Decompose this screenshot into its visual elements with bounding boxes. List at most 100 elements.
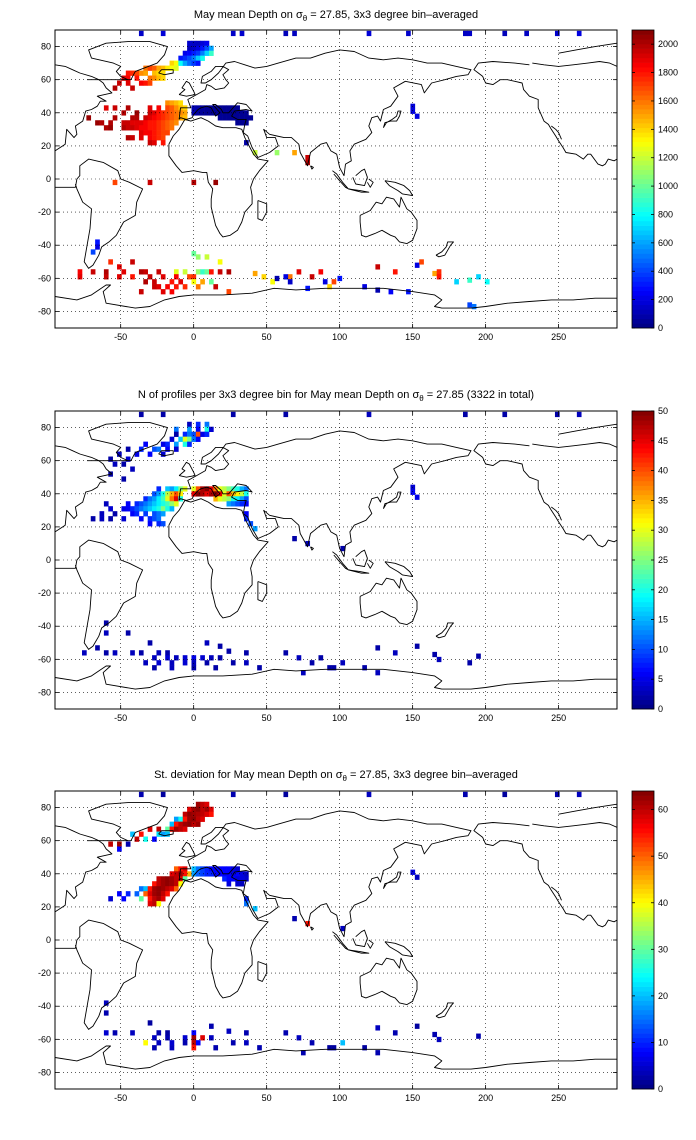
- colorbar-tick-label: 35: [658, 495, 668, 505]
- data-cell: [244, 486, 249, 492]
- data-cell: [138, 135, 144, 141]
- data-cell: [156, 75, 162, 81]
- data-cell: [125, 506, 131, 512]
- data-cell: [152, 125, 157, 131]
- colorbar-segment: [632, 671, 654, 677]
- data-cell: [248, 115, 254, 121]
- data-cell: [244, 896, 249, 902]
- data-cell: [138, 411, 144, 418]
- data-cell: [134, 506, 140, 512]
- coastline: [55, 64, 113, 152]
- data-cell: [152, 655, 157, 661]
- colorbar-segment: [632, 846, 654, 852]
- data-cell: [178, 100, 184, 106]
- data-cell: [406, 289, 411, 295]
- data-cell: [467, 660, 473, 666]
- data-cell: [147, 125, 153, 131]
- colorbar-segment: [632, 578, 654, 584]
- x-tick-label: 200: [478, 1093, 493, 1103]
- colorbar-segment: [632, 958, 654, 964]
- data-cell: [200, 105, 205, 111]
- data-cell: [130, 511, 135, 517]
- data-cell: [160, 876, 166, 882]
- data-cell: [160, 496, 166, 502]
- colorbar-segment: [632, 1028, 654, 1034]
- x-tick-label: 50: [262, 713, 272, 723]
- data-cell: [82, 650, 87, 656]
- data-cell: [244, 110, 249, 116]
- data-cell: [173, 446, 179, 452]
- data-cell: [125, 70, 131, 76]
- data-cell: [169, 279, 175, 285]
- data-cell: [103, 1000, 109, 1006]
- colorbar-segment: [632, 874, 654, 880]
- data-cell: [156, 1030, 162, 1036]
- colorbar-segment: [632, 1042, 654, 1048]
- title-main: N of profiles per 3x3 degree bin for May…: [138, 389, 420, 401]
- data-cell: [191, 866, 197, 872]
- data-cell: [103, 269, 109, 275]
- data-cell: [182, 110, 188, 116]
- data-cell: [340, 1040, 346, 1046]
- data-cell: [200, 110, 205, 116]
- data-cell: [165, 120, 170, 126]
- data-cell: [200, 801, 205, 808]
- data-cell: [217, 643, 223, 649]
- data-cell: [99, 120, 105, 126]
- data-cell: [130, 125, 135, 131]
- coastline: [558, 42, 617, 54]
- colorbar-segment: [632, 169, 654, 175]
- colorbar-segment: [632, 884, 654, 890]
- data-cell: [274, 275, 280, 282]
- colorbar-segment: [632, 634, 654, 640]
- data-cell: [156, 269, 162, 275]
- data-cell: [331, 279, 337, 285]
- data-cell: [322, 279, 328, 285]
- colorbar-segment: [632, 809, 654, 815]
- colorbar-segment: [632, 30, 654, 35]
- data-cell: [108, 516, 113, 522]
- coastline: [551, 886, 562, 901]
- x-tick-label: 50: [262, 332, 272, 342]
- data-cell: [147, 501, 153, 507]
- coastline: [384, 561, 414, 578]
- data-cell: [152, 130, 157, 136]
- data-cell: [209, 279, 214, 285]
- data-cell: [169, 289, 175, 295]
- data-cell: [524, 30, 529, 37]
- data-cell: [169, 660, 175, 666]
- data-cell: [77, 274, 83, 280]
- colorbar-tick-label: 15: [658, 615, 668, 625]
- data-cell: [152, 446, 157, 452]
- colorbar-segment: [632, 462, 654, 468]
- data-cell: [125, 80, 131, 86]
- colorbar-segment: [632, 485, 654, 491]
- data-cell: [226, 105, 232, 111]
- data-cell: [244, 901, 249, 907]
- data-cell: [222, 486, 227, 492]
- colorbar-segment: [632, 653, 654, 659]
- colorbar-segment: [632, 902, 654, 908]
- data-cell: [467, 302, 473, 308]
- colorbar-segment: [632, 76, 654, 82]
- data-cell: [554, 30, 560, 37]
- data-cell: [222, 876, 227, 882]
- colorbar-segment: [632, 546, 654, 551]
- data-cell: [152, 110, 157, 116]
- data-cell: [169, 886, 175, 892]
- data-cell: [244, 496, 249, 502]
- data-cell: [388, 289, 394, 295]
- colorbar-segment: [632, 309, 654, 315]
- data-cell: [173, 284, 179, 290]
- colorbar-segment: [632, 109, 654, 115]
- data-cell: [187, 50, 192, 56]
- data-cell: [296, 269, 302, 275]
- coastline: [257, 200, 268, 221]
- colorbar-segment: [632, 832, 654, 838]
- colorbar-segment: [632, 667, 654, 673]
- x-tick-label: 100: [332, 1093, 347, 1103]
- data-cell: [375, 1050, 381, 1056]
- data-cell: [160, 896, 166, 902]
- data-cell: [156, 650, 162, 656]
